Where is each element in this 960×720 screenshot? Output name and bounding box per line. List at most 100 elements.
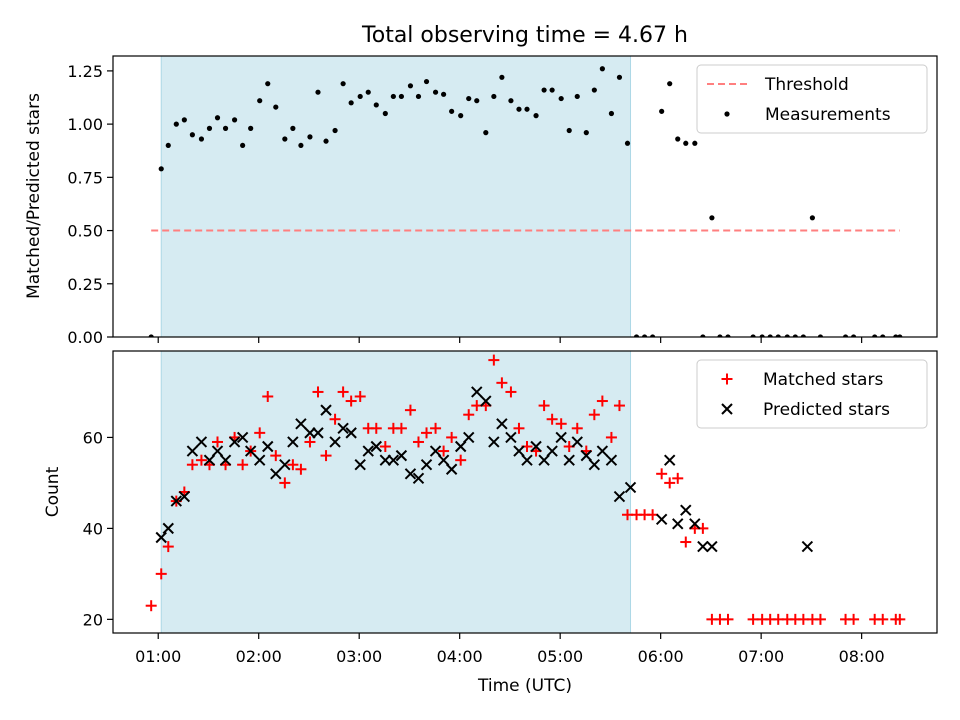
- plot-area: [145, 354, 906, 625]
- legend-predicted-swatch: [721, 403, 733, 415]
- measurement-point: [667, 81, 673, 87]
- predicted-star-point: [663, 454, 676, 466]
- measurement-point: [599, 66, 605, 72]
- measurement-point: [750, 334, 756, 337]
- predicted-star-point: [496, 418, 508, 430]
- measurement-point: [850, 334, 857, 337]
- matched-star-point: [613, 400, 625, 412]
- measurement-point: [398, 93, 404, 100]
- measurement-point: [432, 89, 439, 95]
- ratio-panel: 0.00 0.25 0.50 0.75 1.00 1.25 Threshold Measure…: [67, 55, 938, 347]
- predicted-star-point: [571, 436, 583, 448]
- measurement-point: [641, 334, 648, 337]
- measurement-point: [214, 115, 221, 121]
- measurement-point: [491, 93, 497, 100]
- matched-star-point: [186, 459, 198, 471]
- matched-star-point: [404, 404, 416, 416]
- predicted-star-point: [329, 436, 341, 448]
- predicted-star-point: [186, 445, 199, 457]
- measurement-point: [181, 117, 187, 123]
- measurement-point: [508, 98, 514, 104]
- measurement-point: [516, 106, 522, 112]
- predicted-star-point: [262, 440, 274, 453]
- y-tick-label: 0.00: [67, 328, 103, 347]
- predicted-star-point: [680, 504, 692, 516]
- measurement-point: [257, 98, 263, 104]
- predicted-star-point: [370, 440, 382, 453]
- measurement-point: [248, 125, 254, 131]
- legend-threshold-label: Threshold: [764, 75, 849, 95]
- matched-star-point: [370, 422, 382, 434]
- predicted-star-point: [613, 490, 626, 503]
- legend-box: [696, 64, 928, 134]
- predicted-star-point: [429, 445, 442, 457]
- matched-star-point: [588, 409, 600, 421]
- matched-star-point: [596, 395, 608, 407]
- x-tick-label: 04:00: [437, 647, 483, 666]
- predicted-star-point: [362, 445, 374, 457]
- predicted-star-point: [345, 427, 357, 439]
- plot-area: [148, 66, 903, 337]
- predicted-star-point: [219, 454, 232, 466]
- measurement-point: [158, 166, 164, 172]
- legend-measurements-label: Measurements: [765, 105, 891, 125]
- predicted-star-point: [538, 454, 550, 466]
- predicted-star-point: [445, 463, 458, 475]
- measurement-point: [784, 334, 790, 337]
- predicted-star-point: [228, 436, 241, 448]
- predicted-star-point: [295, 418, 307, 430]
- y-tick-label: 1.00: [67, 115, 103, 134]
- measurement-point: [423, 78, 430, 85]
- measurement-point: [725, 334, 731, 337]
- y-tick-label: 60: [83, 428, 103, 447]
- matched-star-point: [430, 422, 442, 434]
- measurement-point: [290, 125, 296, 131]
- predicted-star-point: [312, 427, 324, 439]
- predicted-star-point: [513, 445, 525, 457]
- bottom-y-axis-label: Count: [43, 466, 63, 517]
- matched-star-point: [513, 422, 525, 434]
- legend-measurements-swatch: [724, 111, 730, 117]
- measurement-point: [373, 102, 379, 108]
- matched-star-point: [446, 431, 458, 443]
- measurement-point: [800, 334, 806, 337]
- measurement-point: [365, 89, 371, 95]
- matched-star-point: [395, 422, 407, 434]
- measurement-point: [340, 81, 346, 87]
- matched-star-point: [279, 477, 291, 489]
- observing-interval-shade: [160, 55, 632, 338]
- x-axis-label: Time (UTC): [477, 676, 572, 696]
- measurement-point: [415, 93, 422, 100]
- predicted-star-point: [488, 436, 500, 448]
- measurement-point: [189, 132, 195, 138]
- measurement-point: [273, 104, 279, 110]
- matched-star-point: [320, 450, 332, 462]
- legend-matched-label: Matched stars: [763, 370, 883, 390]
- predicted-star-point: [387, 454, 400, 466]
- measurement-point: [315, 89, 321, 95]
- measurement-point: [483, 130, 489, 136]
- x-tick-label: 07:00: [738, 647, 784, 666]
- matched-star-point: [155, 568, 167, 580]
- measurement-point: [533, 113, 539, 119]
- measurement-point: [583, 130, 589, 136]
- measurement-point: [633, 334, 640, 337]
- x-tick-label: 03:00: [336, 647, 382, 666]
- measurement-point: [591, 87, 597, 93]
- matched-star-point: [329, 413, 341, 425]
- matched-star-point: [546, 413, 558, 425]
- predicted-star-point: [801, 540, 814, 553]
- measurement-point: [659, 108, 665, 114]
- predicted-star-point: [412, 472, 425, 485]
- measurement-point: [775, 334, 781, 337]
- predicted-star-point: [697, 540, 709, 553]
- measurement-point: [541, 87, 547, 93]
- matched-star-point: [538, 400, 550, 412]
- legend-box: [696, 359, 928, 429]
- matched-star-point: [722, 613, 734, 625]
- measurement-point: [449, 108, 455, 114]
- matched-star-point: [379, 441, 391, 453]
- predicted-star-point: [655, 513, 668, 525]
- matched-star-point: [438, 445, 450, 457]
- predicted-star-point: [395, 449, 408, 462]
